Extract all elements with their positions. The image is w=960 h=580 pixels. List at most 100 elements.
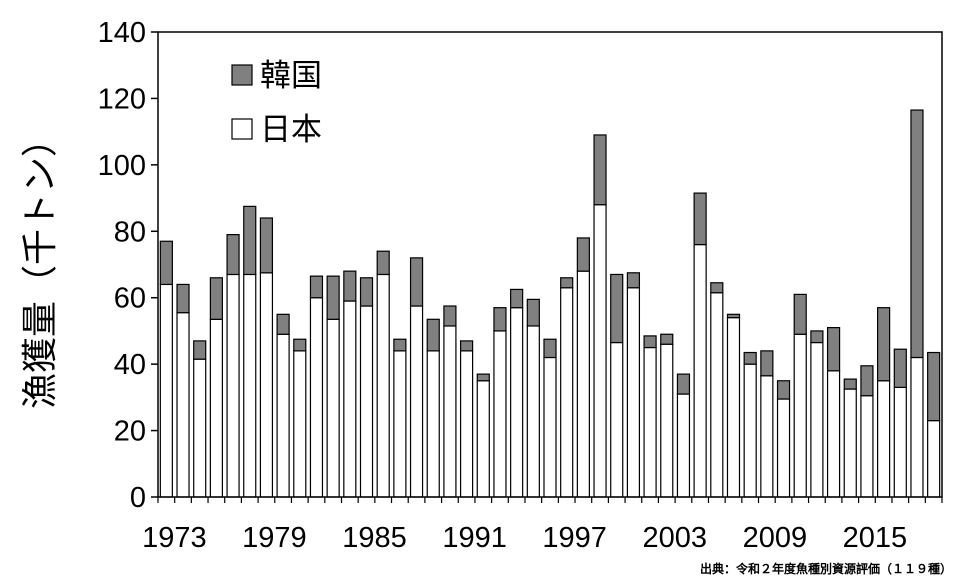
bar-japan-1997 (560, 287, 574, 498)
legend-swatch-japan (231, 118, 253, 140)
bar-korea-1998 (576, 237, 590, 272)
bar-japan-2011 (793, 333, 807, 498)
bar-korea-1986 (376, 250, 390, 276)
bar-japan-2001 (626, 287, 641, 498)
legend-label-korea: 韓国 (260, 58, 322, 94)
bar-korea-1999 (593, 134, 607, 206)
bar-korea-1975 (193, 340, 207, 360)
bar-korea-2019 (927, 351, 941, 422)
plot-frame (157, 31, 943, 498)
bar-japan-2005 (693, 243, 707, 498)
y-tick-label: 120 (98, 83, 146, 115)
bar-korea-2018 (910, 109, 924, 359)
y-tick-label: 0 (130, 482, 146, 514)
bar-japan-2014 (843, 388, 857, 498)
bar-japan-1988 (409, 305, 424, 498)
bar-japan-2007 (726, 317, 741, 498)
bar-korea-2001 (626, 272, 641, 289)
bar-japan-1982 (309, 297, 324, 498)
y-tick-labels: 0 20 40 60 80 100 120 140 (98, 17, 158, 514)
bar-korea-2002 (643, 335, 657, 349)
bar-japan-1991 (459, 350, 474, 498)
bar-japan-2013 (826, 370, 841, 498)
bar-korea-2004 (676, 373, 691, 395)
bar-korea-1976 (209, 277, 223, 320)
bar-japan-1986 (376, 273, 390, 498)
bar-japan-1984 (343, 300, 357, 498)
x-tick-label: 2003 (643, 522, 708, 554)
x-tick-label: 1985 (342, 522, 407, 554)
bar-korea-2007 (726, 313, 741, 319)
bar-japan-1994 (510, 307, 524, 498)
x-tick-labels: 1973 1979 1985 1991 1997 2003 2009 2015 (142, 497, 943, 554)
y-tick-label: 100 (98, 150, 146, 182)
bar-korea-1992 (476, 373, 490, 382)
y-axis-label: 漁獲量（千トン） (20, 121, 61, 409)
bar-korea-1974 (176, 283, 190, 314)
y-tick-label: 60 (114, 283, 146, 315)
legend-label-japan: 日本 (260, 112, 322, 148)
bar-japan-2002 (643, 346, 657, 498)
bar-japan-1989 (426, 350, 440, 498)
bar-korea-1981 (293, 338, 307, 352)
bar-korea-2014 (843, 378, 857, 390)
bar-korea-1977 (226, 234, 240, 276)
bar-korea-1991 (459, 340, 474, 352)
bar-korea-2011 (793, 293, 807, 335)
x-tick-label: 2009 (743, 522, 808, 554)
bar-japan-1995 (526, 325, 540, 498)
bar-japan-2016 (877, 380, 891, 498)
bar-japan-1985 (359, 305, 374, 498)
y-tick-label: 80 (114, 216, 146, 248)
bar-japan-1981 (293, 350, 307, 498)
legend: 韓国 日本 (231, 58, 322, 148)
bar-korea-1988 (409, 257, 424, 307)
x-tick-label: 1997 (542, 522, 607, 554)
bar-japan-2008 (743, 363, 757, 498)
bar-japan-1987 (393, 350, 407, 498)
bar-korea-1983 (326, 275, 340, 320)
bar-japan-2012 (810, 341, 824, 498)
bar-japan-2019 (927, 420, 941, 498)
bar-japan-2003 (660, 343, 674, 498)
bar-korea-1973 (159, 240, 173, 286)
bar-japan-1990 (443, 325, 457, 498)
bar-korea-2012 (810, 330, 824, 344)
bar-korea-1997 (560, 277, 574, 289)
bar-korea-1984 (343, 270, 357, 302)
bar-japan-2010 (776, 398, 791, 498)
bar-japan-1978 (243, 273, 257, 498)
bar-japan-2015 (860, 395, 874, 498)
bar-korea-1996 (543, 338, 557, 359)
x-tick-label: 1973 (142, 522, 207, 554)
bar-japan-1973 (159, 283, 173, 498)
bar-japan-1975 (193, 358, 207, 498)
legend-swatch-korea (231, 64, 253, 86)
bar-korea-2000 (610, 273, 624, 344)
bar-korea-2016 (877, 307, 891, 382)
bar-japan-1977 (226, 273, 240, 498)
bars-group (159, 109, 941, 498)
bar-korea-2005 (693, 192, 707, 246)
bar-japan-1976 (209, 318, 223, 498)
bar-japan-1992 (476, 380, 490, 498)
bar-korea-2009 (760, 350, 774, 377)
bar-korea-2006 (710, 282, 724, 294)
y-tick-label: 20 (114, 416, 146, 448)
bar-japan-2006 (710, 292, 724, 498)
y-tick-label: 40 (114, 349, 146, 381)
x-tick-label: 2015 (843, 522, 908, 554)
bar-japan-1996 (543, 356, 557, 498)
bar-japan-2017 (893, 386, 907, 498)
bar-japan-2009 (760, 375, 774, 498)
bar-korea-1994 (510, 288, 524, 309)
bar-korea-1995 (526, 298, 540, 327)
bar-korea-1982 (309, 275, 324, 299)
bar-japan-2018 (910, 356, 924, 498)
bar-japan-1999 (593, 204, 607, 498)
bar-japan-1998 (576, 270, 590, 498)
x-tick-label: 1979 (242, 522, 307, 554)
bar-korea-2013 (826, 327, 841, 372)
